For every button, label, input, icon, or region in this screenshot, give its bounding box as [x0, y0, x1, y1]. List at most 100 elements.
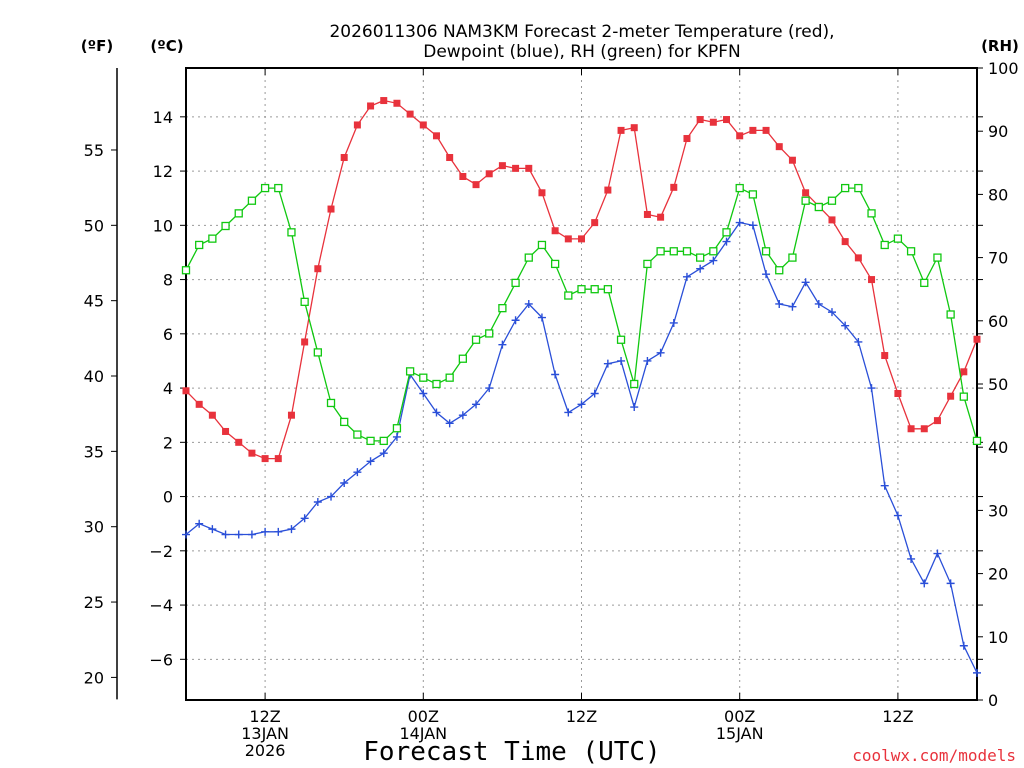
data-point: [696, 116, 704, 124]
data-point: [393, 99, 401, 107]
data-point: [472, 400, 481, 409]
data-point: [524, 299, 533, 308]
rh-tick-label: 70: [988, 249, 1008, 268]
data-point: [656, 348, 665, 357]
data-point: [564, 235, 572, 243]
rh-tick-label: 80: [988, 185, 1008, 204]
data-point: [287, 525, 296, 534]
data-point: [907, 554, 916, 563]
data-point: [617, 356, 626, 365]
data-point: [854, 183, 863, 193]
data-point: [868, 276, 876, 284]
data-point: [498, 304, 507, 313]
data-point: [260, 183, 270, 193]
fahrenheit-tick-label: 55: [84, 141, 104, 160]
data-point: [696, 264, 705, 273]
grid-lines: [186, 68, 977, 700]
data-point: [630, 124, 638, 132]
data-point: [485, 170, 493, 178]
data-point: [723, 116, 731, 124]
data-point: [959, 641, 968, 650]
data-point: [683, 135, 691, 143]
celsius-tick-label: 4: [163, 379, 173, 398]
data-point: [458, 354, 468, 363]
data-point: [551, 370, 560, 379]
data-point: [590, 285, 599, 294]
data-point: [669, 247, 678, 256]
rh-axis-unit: (RH): [981, 37, 1019, 55]
x-tick-label: 13JAN: [241, 724, 289, 743]
data-point: [801, 196, 810, 205]
data-point: [327, 492, 336, 501]
celsius-tick-label: 6: [163, 325, 173, 344]
fahrenheit-tick-label: 50: [84, 216, 104, 235]
data-point: [880, 240, 889, 250]
fahrenheit-tick-label: 45: [84, 292, 104, 311]
data-point: [445, 419, 454, 428]
x-tick-label: 12Z: [566, 707, 597, 726]
data-point: [630, 403, 639, 412]
data-point: [775, 266, 784, 275]
data-point: [578, 235, 585, 243]
rh-tick-label: 100: [988, 59, 1019, 78]
data-point: [801, 278, 810, 287]
data-point: [657, 213, 665, 221]
data-point: [973, 668, 981, 677]
data-point: [247, 196, 257, 205]
chart-title-line-2: Dewpoint (blue), RH (green) for KPFN: [423, 42, 740, 62]
data-point: [353, 430, 362, 439]
source-credit: coolwx.com/models: [852, 746, 1016, 765]
data-point: [274, 527, 283, 536]
rh-tick-label: 30: [988, 501, 1008, 520]
data-point: [643, 259, 652, 269]
data-point: [208, 525, 217, 534]
data-point: [366, 436, 375, 446]
data-point: [736, 132, 744, 140]
data-point: [881, 352, 889, 360]
rh-tick-label: 0: [988, 691, 998, 710]
data-point: [696, 253, 705, 262]
x-tick-label: 00Z: [724, 707, 755, 726]
data-point: [920, 278, 929, 288]
celsius-axis-unit: (ºC): [150, 37, 183, 55]
data-point: [643, 356, 652, 365]
axes: −6 −4 −2 0 2 4 6 8 10 12 14 20 25 30 35 40 45 50 55 0 10 20 30…: [84, 59, 1019, 760]
x-tick-label: 12Z: [249, 707, 280, 726]
data-point: [511, 278, 520, 288]
data-point: [960, 368, 968, 376]
data-point: [577, 400, 586, 409]
data-point: [603, 359, 612, 368]
data-point: [485, 329, 494, 338]
rh-tick-label: 40: [988, 438, 1008, 457]
data-point: [709, 247, 718, 256]
data-point: [498, 340, 507, 349]
data-point: [722, 228, 731, 237]
data-point: [682, 247, 692, 256]
rh-tick-label: 60: [988, 312, 1008, 331]
x-tick-label: 2026: [245, 741, 286, 760]
data-point: [802, 189, 810, 197]
data-point: [709, 118, 717, 126]
rh-tick-label: 10: [988, 628, 1008, 647]
data-point: [195, 240, 204, 250]
data-point: [748, 190, 758, 199]
data-point: [406, 110, 414, 118]
rh-tick-label: 50: [988, 375, 1008, 394]
fahrenheit-tick-label: 20: [84, 668, 104, 687]
data-point: [814, 299, 823, 308]
data-point: [603, 285, 613, 294]
data-point: [300, 297, 309, 306]
x-tick-label: 15JAN: [716, 724, 764, 743]
data-point: [854, 337, 863, 346]
celsius-tick-label: 0: [163, 488, 173, 507]
data-point: [604, 186, 612, 194]
data-point: [814, 202, 823, 212]
data-point: [550, 259, 560, 269]
data-point: [379, 436, 388, 446]
data-point: [195, 400, 203, 408]
data-point: [947, 392, 955, 400]
data-point: [788, 253, 797, 262]
data-point: [841, 183, 850, 193]
data-point: [762, 270, 771, 279]
data-point: [841, 321, 850, 330]
